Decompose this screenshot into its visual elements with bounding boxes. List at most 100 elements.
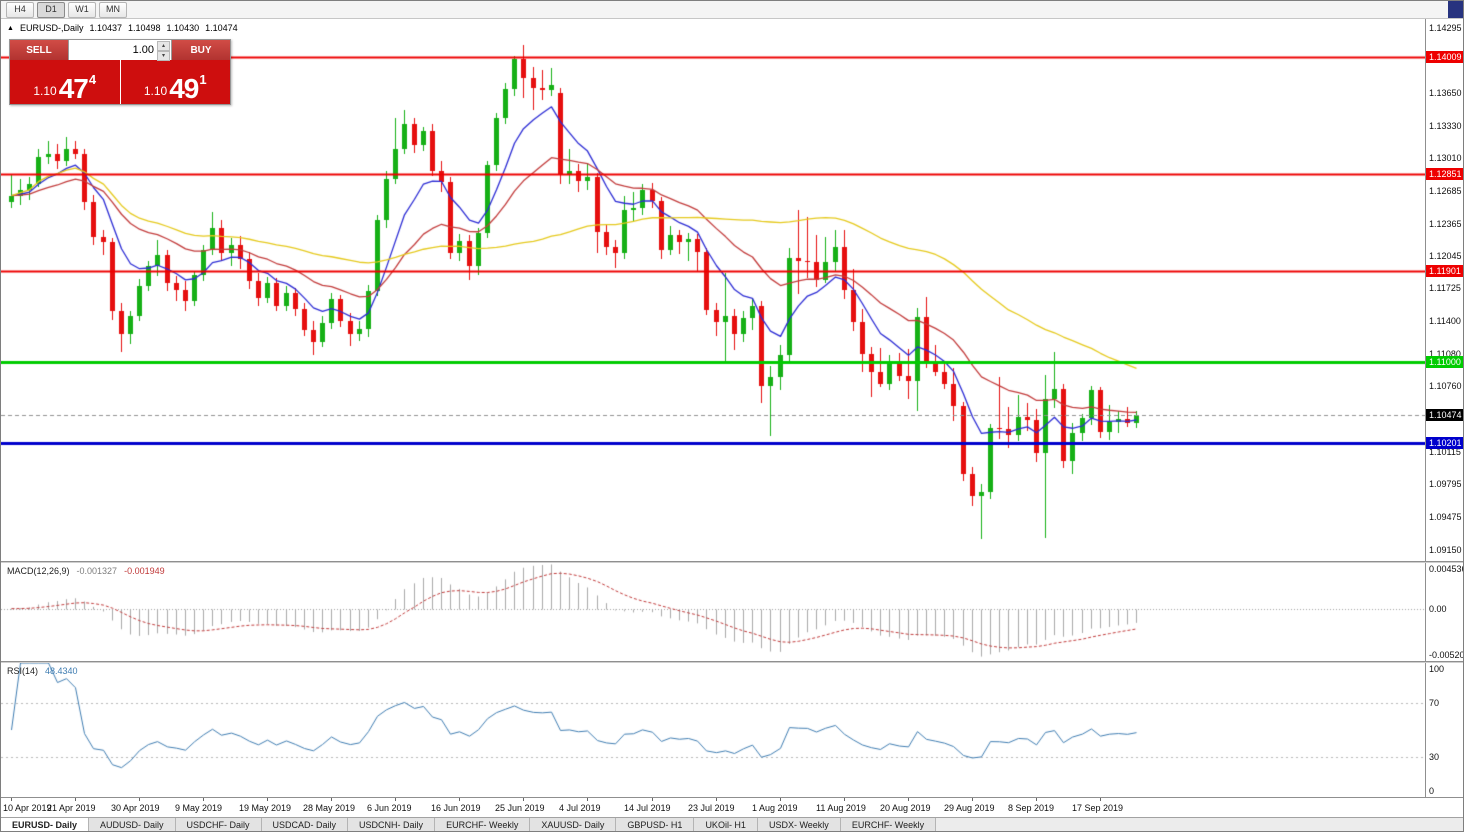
time-label: 21 Apr 2019 — [47, 803, 96, 813]
macd-tick: 0.00 — [1429, 603, 1447, 614]
ohlc-close: 1.10474 — [205, 23, 238, 33]
time-label: 8 Sep 2019 — [1008, 803, 1055, 813]
price-tick: 1.12365 — [1429, 218, 1462, 229]
macd-canvas[interactable] — [1, 563, 1425, 661]
time-tick — [523, 798, 524, 801]
price-axis[interactable]: 1.14295 1.13650 1.13330 1.13010 1.12685 1.123… — [1425, 19, 1463, 561]
price-level-label: 1.11901 — [1426, 264, 1463, 277]
price-tick: 1.13650 — [1429, 88, 1462, 99]
time-label: 29 Aug 2019 — [944, 803, 995, 813]
macd-main-value: -0.001327 — [76, 566, 118, 576]
price-tick: 1.11725 — [1429, 283, 1461, 294]
time-label: 28 May 2019 — [303, 803, 356, 813]
timeframe-button-h4[interactable]: H4 — [6, 1, 34, 18]
chart-tabs-bar: EURUSD- Daily AUDUSD- Daily USDCHF- Daily U… — [1, 817, 1463, 831]
time-label: 6 Jun 2019 — [367, 803, 412, 813]
price-chart-canvas[interactable] — [1, 19, 1425, 561]
rsi-tick: 30 — [1429, 751, 1440, 762]
chart-header: ▲ EURUSD-,Daily 1.10437 1.10498 1.10430 … — [7, 23, 238, 33]
ohlc-open: 1.10437 — [89, 23, 122, 33]
panel-splitter[interactable] — [1, 561, 1463, 563]
time-label: 30 Apr 2019 — [111, 803, 160, 813]
macd-axis[interactable]: 0.004536 0.00 -0.005205 — [1425, 563, 1464, 661]
price-level-label: 1.12851 — [1426, 168, 1463, 181]
timeframe-button-w1[interactable]: W1 — [68, 1, 96, 18]
buy-price-main: 1.10 — [143, 84, 168, 98]
time-tick — [395, 798, 396, 801]
rsi-label: RSI(14) 48.4340 — [7, 666, 78, 676]
timeframe-button-mn[interactable]: MN — [99, 1, 127, 18]
collapse-arrow-icon[interactable]: ▲ — [7, 24, 14, 32]
chart-tab-10[interactable]: EURCHF- Weekly — [840, 818, 937, 831]
time-label: 20 Aug 2019 — [880, 803, 931, 813]
sell-price-main: 1.10 — [33, 84, 57, 98]
chart-tab-3[interactable]: USDCAD- Daily — [261, 818, 349, 831]
chart-tab-7[interactable]: GBPUSD- H1 — [616, 818, 695, 831]
time-tick — [11, 798, 12, 801]
ohlc-high: 1.10498 — [128, 23, 161, 33]
time-tick — [139, 798, 140, 801]
current-price-label: 1.10474 — [1426, 409, 1463, 422]
time-tick — [587, 798, 588, 801]
chart-tab-6[interactable]: XAUUSD- Daily — [530, 818, 617, 831]
price-tick: 1.12045 — [1429, 250, 1462, 261]
rsi-tick: 100 — [1429, 664, 1445, 674]
time-tick — [652, 798, 653, 801]
time-tick — [908, 798, 909, 801]
price-tick: 1.14295 — [1429, 22, 1462, 33]
chart-tab-5[interactable]: EURCHF- Weekly — [435, 818, 531, 831]
chart-tab-4[interactable]: USDCNH- Daily — [348, 818, 436, 831]
macd-name: MACD(12,26,9) — [7, 566, 70, 576]
rsi-tick: 0 — [1429, 786, 1435, 796]
volume-input[interactable] — [69, 40, 171, 60]
time-tick — [203, 798, 204, 801]
rsi-value: 48.4340 — [45, 666, 78, 676]
time-label: 10 Apr 2019 — [3, 803, 52, 813]
buy-button[interactable]: BUY — [172, 40, 230, 60]
chart-tab-9[interactable]: USDX- Weekly — [757, 818, 841, 831]
volume-up-button[interactable]: ▴ — [157, 41, 170, 51]
time-tick — [780, 798, 781, 801]
chart-tab-0[interactable]: EURUSD- Daily — [1, 818, 90, 831]
rsi-axis[interactable]: 100 70 30 0 — [1425, 663, 1463, 797]
timeframe-toolbar: H4 D1 W1 MN — [1, 1, 1463, 19]
time-label: 23 Jul 2019 — [688, 803, 735, 813]
rsi-canvas[interactable] — [1, 663, 1425, 797]
time-tick — [972, 798, 973, 801]
price-tick: 1.11400 — [1429, 316, 1461, 327]
time-axis[interactable]: 10 Apr 2019 21 Apr 2019 30 Apr 2019 9 May 2… — [1, 797, 1463, 817]
volume-spinner: ▴ ▾ — [157, 41, 170, 61]
one-click-trading-widget: SELL ▴ ▾ BUY 1.10 47 4 1.10 — [9, 39, 231, 105]
time-label: 25 Jun 2019 — [495, 803, 545, 813]
volume-down-button[interactable]: ▾ — [157, 51, 170, 61]
time-tick — [844, 798, 845, 801]
macd-tick: 0.004536 — [1429, 564, 1464, 574]
ohlc-low: 1.10430 — [166, 23, 200, 33]
rsi-tick: 70 — [1429, 698, 1440, 709]
buy-price-pips: 49 — [169, 73, 199, 104]
time-label: 19 May 2019 — [239, 803, 292, 813]
macd-panel: MACD(12,26,9) -0.001327 -0.001949 0.0045… — [1, 563, 1464, 661]
chart-tab-1[interactable]: AUDUSD- Daily — [89, 818, 176, 831]
chart-tab-8[interactable]: UKOil- H1 — [694, 818, 758, 831]
time-label: 14 Jul 2019 — [624, 803, 671, 813]
sell-price-display[interactable]: 1.10 47 4 — [10, 60, 120, 104]
time-label: 1 Aug 2019 — [752, 803, 798, 813]
panel-splitter[interactable] — [1, 661, 1463, 663]
rsi-panel: RSI(14) 48.4340 100 70 30 0 — [1, 663, 1463, 797]
time-tick — [1036, 798, 1037, 801]
price-tick: 1.13330 — [1429, 120, 1462, 131]
price-level-label: 1.10201 — [1426, 437, 1463, 450]
price-tick: 1.10115 — [1429, 446, 1461, 457]
price-level-label: 1.14009 — [1426, 50, 1463, 63]
timeframe-button-d1[interactable]: D1 — [37, 1, 65, 18]
chart-title: EURUSD-,Daily — [19, 23, 84, 33]
buy-price-display[interactable]: 1.10 49 1 — [120, 60, 230, 104]
toolbar-corner-block — [1448, 1, 1463, 18]
sell-button[interactable]: SELL — [10, 40, 68, 60]
volume-field-wrap: ▴ ▾ — [68, 40, 172, 61]
chart-tab-2[interactable]: USDCHF- Daily — [175, 818, 262, 831]
time-tick — [267, 798, 268, 801]
time-label: 16 Jun 2019 — [431, 803, 481, 813]
time-label: 9 May 2019 — [175, 803, 223, 813]
